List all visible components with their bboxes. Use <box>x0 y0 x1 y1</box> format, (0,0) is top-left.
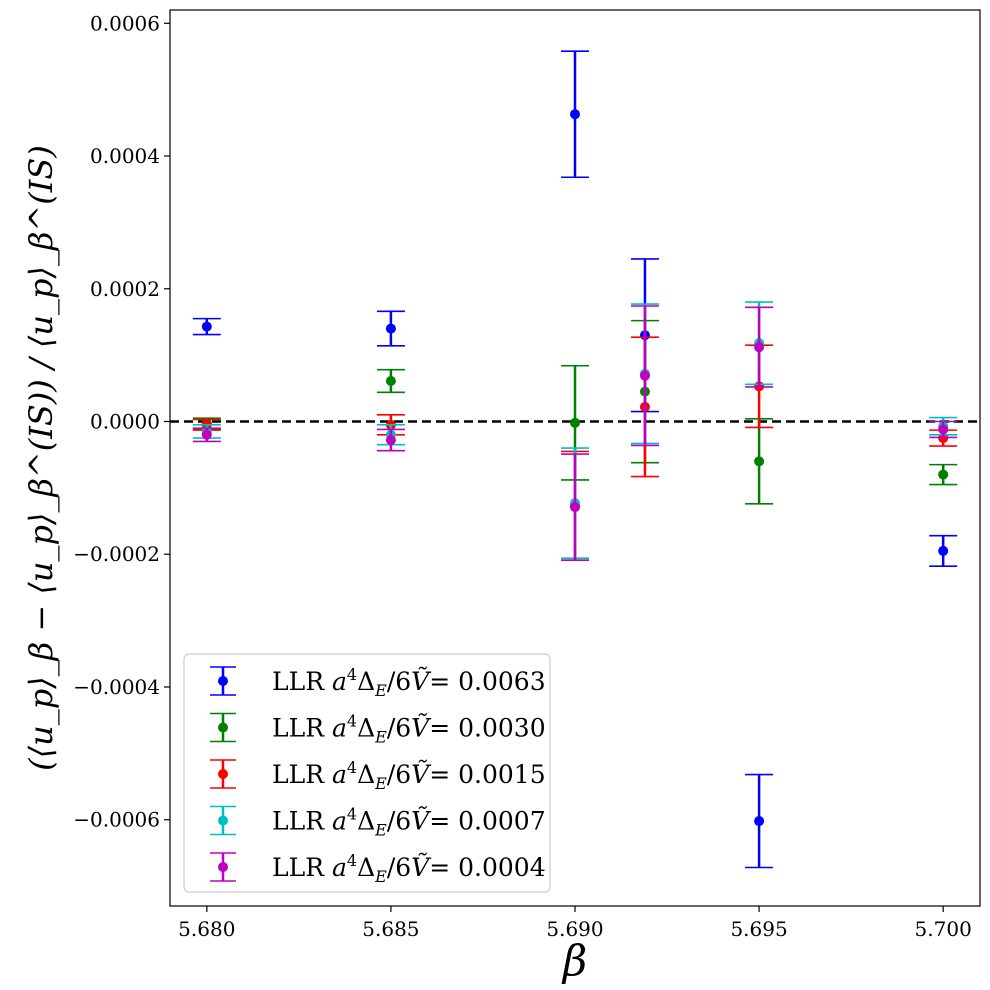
data-point <box>385 435 396 446</box>
x-tick-label: 5.700 <box>915 917 972 941</box>
x-tick-label: 5.685 <box>362 917 419 941</box>
y-tick-label: 0.0004 <box>90 144 160 168</box>
y-tick-label: 0.0006 <box>90 11 160 35</box>
legend-label: LLR a4ΔE/6Ṽ= 0.0030 <box>272 712 546 747</box>
legend-label: LLR a4ΔE/6Ṽ= 0.0015 <box>272 758 546 793</box>
data-point <box>201 429 212 440</box>
data-point <box>385 376 396 387</box>
x-tick-label: 5.690 <box>546 917 603 941</box>
x-axis-label: β <box>561 936 587 985</box>
legend-marker <box>218 769 228 779</box>
x-tick-label: 5.680 <box>178 917 235 941</box>
legend-marker <box>218 815 228 826</box>
legend: LLR a4ΔE/6Ṽ= 0.0063 LLR a4ΔE/6Ṽ= 0.0030 LL… <box>183 653 551 893</box>
data-point <box>938 424 949 435</box>
data-point <box>201 321 212 332</box>
y-tick-label: −0.0002 <box>73 542 160 566</box>
data-point <box>938 545 949 556</box>
data-point <box>570 109 580 120</box>
y-tick-label: 0.0000 <box>90 409 160 433</box>
data-point <box>754 816 765 827</box>
y-tick-label: 0.0002 <box>90 277 160 301</box>
legend-box <box>183 653 551 893</box>
legend-label: LLR a4ΔE/6Ṽ= 0.0004 <box>272 851 546 886</box>
y-axis-label: (⟨u_p⟩_β − ⟨u_p⟩_β^(IS)) / ⟨u_p⟩_β^(IS) <box>22 145 60 771</box>
plot-area <box>170 50 980 869</box>
x-tick-label: 5.695 <box>730 917 787 941</box>
axes: 5.680 5.685 5.690 5.695 5.700 −0.0006 −0.0004 −… <box>73 9 981 941</box>
legend-marker <box>218 676 228 686</box>
legend-label: LLR a4ΔE/6Ṽ= 0.0007 <box>272 805 546 840</box>
legend-label: LLR a4ΔE/6Ṽ= 0.0063 <box>272 665 546 700</box>
data-point <box>639 370 650 381</box>
y-tick-label: −0.0004 <box>73 675 160 699</box>
data-point <box>570 502 580 513</box>
data-point <box>754 342 765 353</box>
data-point <box>938 469 949 480</box>
data-point <box>385 323 396 334</box>
data-point <box>570 417 580 428</box>
legend-marker <box>218 862 228 872</box>
data-point <box>754 456 765 467</box>
y-tick-label: −0.0006 <box>73 808 160 832</box>
legend-marker <box>218 722 228 733</box>
